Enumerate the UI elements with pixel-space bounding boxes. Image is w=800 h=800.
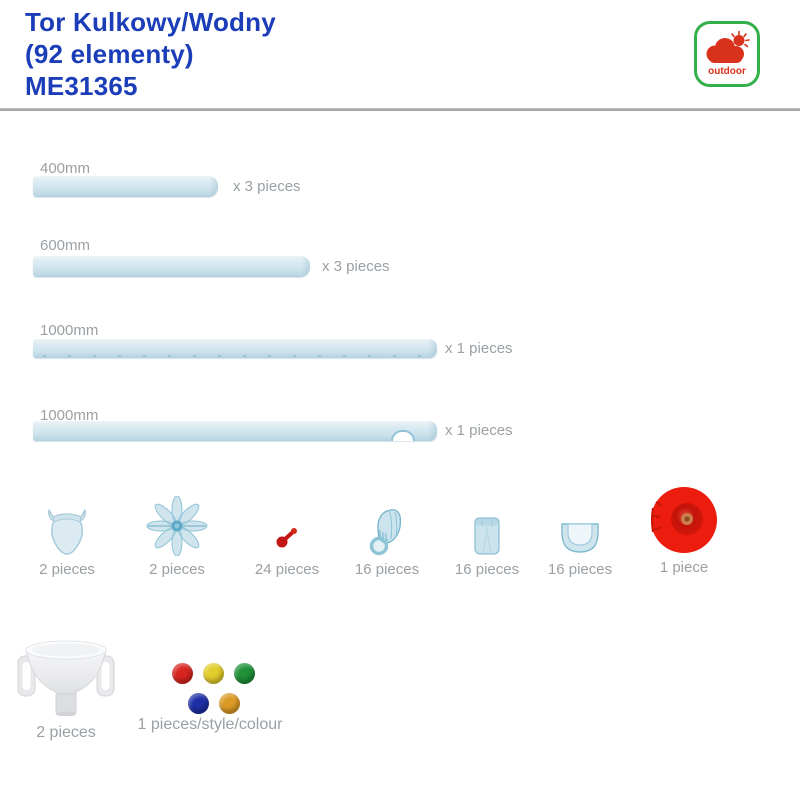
tube-600mm-count: x 3 pieces: [322, 258, 390, 275]
marble-balls-group: 1 pieces/style/colour: [138, 660, 282, 740]
title-line-1: Tor Kulkowy/Wodny: [25, 7, 276, 37]
rail-1000mm-a-count: x 1 pieces: [445, 340, 513, 357]
rail-1000mm-with-hole: [33, 421, 437, 441]
part-u-channel: 16 pieces: [535, 496, 625, 578]
length-label-1000mm-b: 1000mm: [40, 407, 99, 424]
part-hook-clip: 16 pieces: [342, 496, 432, 578]
hook-clip-icon: [342, 496, 432, 556]
funnel-count: 2 pieces: [36, 724, 96, 741]
ball-yellow: [203, 663, 224, 684]
rail-1000mm-notched: [33, 339, 437, 358]
length-label-1000mm-a: 1000mm: [40, 322, 99, 339]
paddle-wheel-icon: [132, 496, 222, 556]
funnel-icon: [17, 640, 115, 717]
rail-1000mm-b-count: x 1 pieces: [445, 422, 513, 439]
cloud-sun-icon: [706, 31, 750, 63]
header-divider: [0, 108, 800, 111]
part-count: 2 pieces: [39, 561, 95, 578]
ball-orange: [219, 693, 240, 714]
rail-cutout-notch: [391, 430, 415, 441]
red-wheel-icon: [639, 487, 729, 554]
u-channel-icon: [535, 496, 625, 556]
ball-blue: [188, 693, 209, 714]
title-line-2: (92 elementy): [25, 39, 194, 69]
logo-label: outdoor: [708, 66, 746, 77]
balls-count: 1 pieces/style/colour: [137, 716, 283, 733]
ball-red: [172, 663, 193, 684]
tube-400mm: [33, 176, 218, 197]
part-funnel: 2 pieces: [16, 634, 116, 742]
part-shield-cap: 2 pieces: [22, 496, 112, 578]
part-red-pin: 24 pieces: [242, 496, 332, 578]
part-count: 16 pieces: [454, 561, 520, 578]
part-count: 24 pieces: [254, 561, 320, 578]
page-title: Tor Kulkowy/Wodny (92 elementy) ME31365: [25, 6, 276, 102]
part-count: 16 pieces: [354, 561, 420, 578]
part-red-wheel: 1 piece: [639, 487, 729, 576]
title-line-3: ME31365: [25, 71, 138, 101]
sleeve-clip-icon: [442, 496, 532, 556]
length-label-400mm: 400mm: [40, 160, 91, 177]
part-paddle-wheel: 2 pieces: [132, 496, 222, 578]
part-count: 1 piece: [659, 559, 709, 576]
outdoor-logo: outdoor: [694, 21, 760, 87]
ball-green: [234, 663, 255, 684]
length-label-600mm: 600mm: [40, 237, 91, 254]
part-count: 16 pieces: [547, 561, 613, 578]
rail-tick-marks: [43, 355, 425, 357]
tube-400mm-count: x 3 pieces: [233, 178, 301, 195]
part-count: 2 pieces: [149, 561, 205, 578]
part-sleeve-clip: 16 pieces: [442, 496, 532, 578]
red-pin-icon: [242, 496, 332, 556]
shield-cap-icon: [22, 496, 112, 556]
tube-600mm: [33, 256, 310, 277]
